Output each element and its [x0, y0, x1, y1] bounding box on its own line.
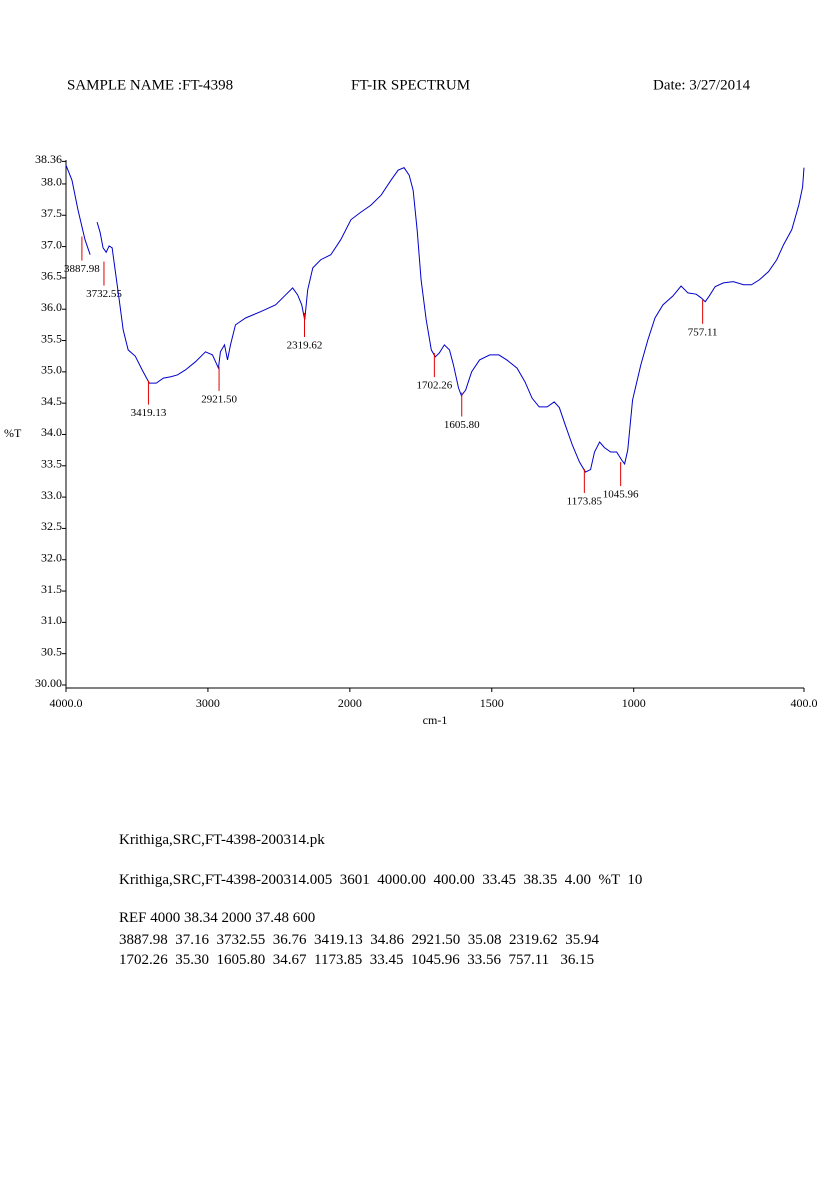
peak-label: 1605.80	[444, 419, 480, 431]
x-tick-label: 2000	[338, 696, 362, 710]
y-tick-label: 36.0	[41, 300, 62, 314]
date: Date: 3/27/2014	[653, 77, 751, 93]
y-tick-label: 32.0	[41, 550, 62, 564]
peak-label: 1045.96	[603, 489, 639, 501]
report-line: 1702.26 35.30 1605.80 34.67 1173.85 33.4…	[119, 952, 595, 968]
x-tick-label: 1000	[622, 696, 646, 710]
y-tick-label: 30.5	[41, 644, 62, 658]
y-tick-label: 38.36	[35, 152, 62, 166]
y-tick-label: 31.5	[41, 582, 62, 596]
peak-label: 1173.85	[567, 495, 603, 507]
x-tick-label: 3000	[196, 696, 220, 710]
y-axis-label: %T	[4, 426, 22, 440]
chart: SAMPLE NAME :FT-4398 FT-IR SPECTRUM Date…	[4, 77, 818, 727]
x-tick-label: 4000.0	[50, 696, 83, 710]
x-tick-label: 400.0	[791, 696, 818, 710]
report-line: Krithiga,SRC,FT-4398-200314.pk	[119, 832, 325, 848]
y-tick-label: 34.0	[41, 425, 62, 439]
chart-title: FT-IR SPECTRUM	[351, 77, 470, 93]
y-tick-label: 31.0	[41, 613, 62, 627]
peak-label: 3887.98	[64, 263, 100, 275]
y-tick-label: 37.5	[41, 206, 62, 220]
x-axis-label: cm-1	[423, 713, 448, 727]
y-tick-label: 33.5	[41, 457, 62, 471]
peak-label: 1702.26	[416, 380, 452, 392]
report-line: Krithiga,SRC,FT-4398-200314.005 3601 400…	[119, 872, 643, 888]
y-tick-label: 34.5	[41, 394, 62, 408]
report-line: REF 4000 38.34 2000 37.48 600	[119, 910, 316, 926]
peak-label: 2319.62	[287, 339, 323, 351]
report-line: 3887.98 37.16 3732.55 36.76 3419.13 34.8…	[119, 932, 599, 948]
y-tick-label: 32.5	[41, 519, 62, 533]
y-tick-label: 35.5	[41, 331, 62, 345]
y-tick-label: 33.0	[41, 488, 62, 502]
y-tick-label: 38.0	[41, 175, 62, 189]
y-tick-label: 37.0	[41, 237, 62, 251]
y-tick-label: 35.0	[41, 363, 62, 377]
x-tick-label: 1500	[480, 696, 504, 710]
spectrum-line	[65, 164, 805, 473]
peak-label: 3732.55	[86, 288, 122, 300]
y-tick-label: 36.5	[41, 269, 62, 283]
peak-label: 757.11	[688, 326, 718, 338]
sample-name: SAMPLE NAME :FT-4398	[67, 77, 233, 93]
peak-label: 3419.13	[131, 407, 167, 419]
y-tick-label: 30.00	[35, 676, 62, 690]
peak-label: 2921.50	[201, 393, 237, 405]
